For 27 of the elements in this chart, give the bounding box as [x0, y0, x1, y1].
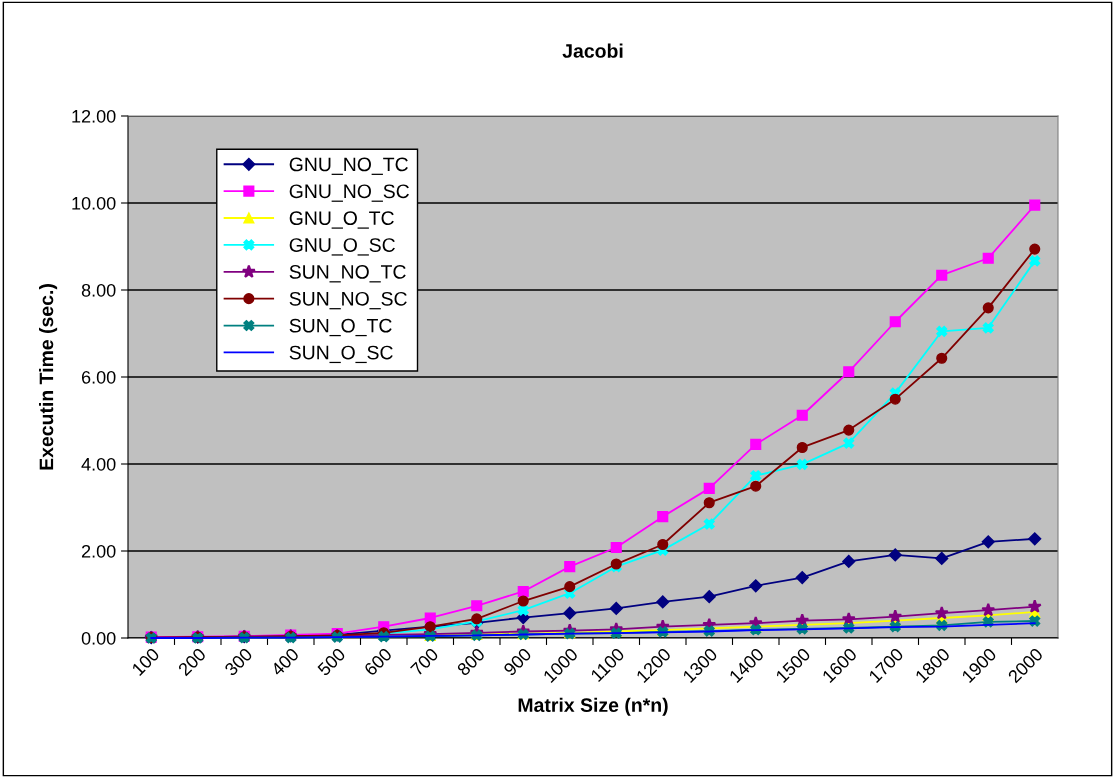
- x-tick-label: 100: [131, 647, 161, 677]
- y-tick-label: 12.00: [72, 109, 116, 123]
- legend-label: SUN_NO_TC: [289, 265, 406, 283]
- legend-label: SUN_NO_SC: [289, 291, 407, 310]
- x-axis-title: Matrix Size (n*n): [518, 697, 668, 716]
- legend-label: GNU_O_SC: [289, 238, 395, 256]
- y-tick-label: 8.00: [81, 283, 116, 297]
- legend-label: SUN_O_SC: [289, 345, 393, 364]
- y-tick-label: 0.00: [81, 631, 116, 645]
- y-tick-label: 6.00: [81, 370, 116, 384]
- x-tick-label: 500: [316, 647, 347, 677]
- x-tick-label: 300: [223, 647, 254, 677]
- y-axis-title: Executin Time (sec.): [39, 284, 58, 470]
- x-tick-label: 700: [409, 647, 440, 677]
- chart-title: Jacobi: [562, 43, 623, 58]
- x-tick-label: 400: [270, 647, 300, 677]
- legend-label: GNU_NO_SC: [289, 184, 409, 202]
- y-tick-label: 4.00: [81, 457, 116, 471]
- x-tick-label: 600: [363, 647, 393, 677]
- y-tick-label: 10.00: [72, 196, 116, 210]
- y-tick-label: 2.00: [81, 544, 116, 558]
- legend-label: SUN_O_TC: [289, 318, 392, 337]
- x-tick-label: 800: [456, 647, 486, 677]
- x-tick-label: 200: [177, 647, 207, 677]
- legend-label: GNU_NO_TC: [289, 157, 408, 175]
- legend-label: GNU_O_TC: [289, 211, 394, 229]
- x-tick-label: 900: [502, 647, 533, 677]
